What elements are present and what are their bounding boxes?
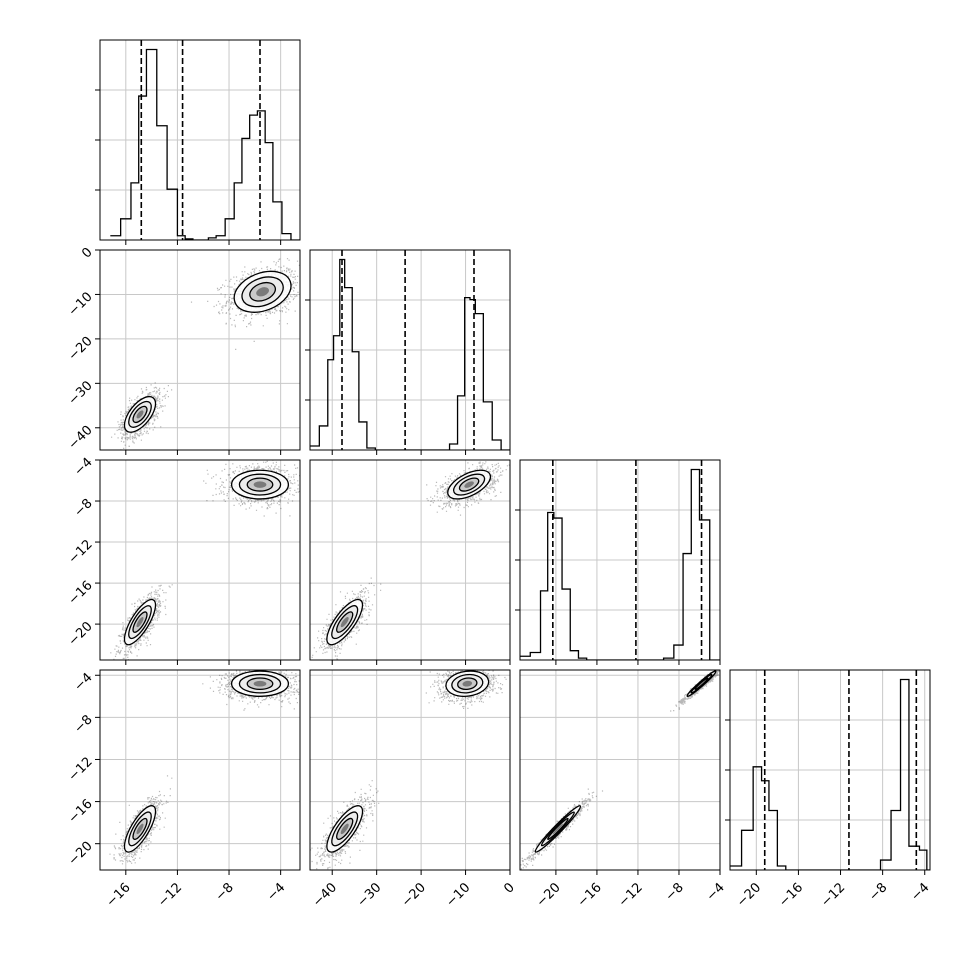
density-contour [552, 823, 563, 835]
x-tick-label: −12 [155, 880, 185, 910]
density-contour [340, 617, 349, 628]
panel-frame [309, 669, 511, 871]
x-tick-label: −4 [704, 880, 728, 904]
y-tick-label: −8 [71, 712, 95, 736]
density-contour [698, 680, 705, 687]
scatter-panel-2-1 [309, 459, 511, 665]
density-contour [253, 680, 267, 687]
y-tick-label: −20 [66, 334, 96, 364]
density-contour [136, 617, 144, 628]
y-tick-label: −20 [66, 839, 96, 869]
y-tick-label: −40 [66, 423, 96, 453]
panel-frame [99, 249, 301, 451]
density-contour [464, 481, 474, 488]
x-tick-label: −40 [310, 880, 340, 910]
y-tick-label: −4 [71, 670, 95, 694]
y-tick-label: −4 [71, 455, 95, 479]
x-tick-label: −20 [534, 880, 564, 910]
histogram-step-line [310, 258, 510, 450]
y-tick-label: −12 [66, 537, 96, 567]
y-tick-label: 0 [79, 245, 95, 261]
histogram-step-line [110, 48, 300, 240]
x-tick-label: −30 [354, 880, 384, 910]
x-tick-label: −4 [264, 880, 288, 904]
density-contour [462, 680, 473, 687]
panel-frame [99, 459, 301, 661]
x-tick-label: −16 [776, 880, 806, 910]
scatter-panel-1-0 [95, 249, 301, 455]
y-tick-label: −30 [66, 378, 96, 408]
x-tick-label: 0 [501, 880, 517, 896]
panel-frame [729, 669, 931, 871]
histogram-step-line [730, 678, 930, 870]
x-tick-label: −20 [399, 880, 429, 910]
histogram-panel-2 [515, 459, 721, 665]
panel-frame [309, 249, 511, 451]
density-contour [136, 823, 144, 835]
density-contour [256, 287, 269, 297]
x-tick-label: −8 [213, 880, 237, 904]
y-tick-label: −8 [71, 496, 95, 520]
x-tick-label: −8 [866, 880, 890, 904]
scatter-content [109, 670, 300, 865]
x-tick-label: −12 [616, 880, 646, 910]
x-tick-label: −8 [663, 880, 687, 904]
y-tick-label: −20 [66, 619, 96, 649]
scatter-panel-3-0 [95, 669, 301, 875]
density-contour [136, 410, 144, 419]
histogram-step-line [520, 468, 720, 660]
panel-frame [519, 669, 721, 871]
histogram-panel-0 [95, 39, 301, 245]
x-tick-label: −20 [734, 880, 764, 910]
scatter-panel-2-0 [95, 459, 301, 665]
x-tick-label: −10 [443, 880, 473, 910]
density-contour [253, 481, 267, 488]
histogram-panel-1 [305, 249, 511, 455]
x-tick-label: −12 [818, 880, 848, 910]
scatter-panel-3-1 [309, 669, 511, 875]
y-tick-label: −16 [66, 797, 96, 827]
panel-frame [99, 39, 301, 241]
x-tick-label: −16 [104, 880, 134, 910]
scatter-content [520, 670, 720, 870]
scatter-content [110, 460, 300, 660]
x-tick-label: −16 [575, 880, 605, 910]
scatter-content [311, 461, 510, 660]
panel-frame [309, 459, 511, 661]
scatter-panel-3-2 [519, 669, 721, 875]
x-tick-label: −4 [908, 880, 932, 904]
panel-frame [519, 459, 721, 661]
density-contour [340, 823, 349, 835]
scatter-content [111, 258, 300, 450]
y-tick-label: −16 [66, 578, 96, 608]
y-tick-label: −12 [66, 755, 96, 785]
panel-frame [99, 669, 301, 871]
scatter-content [310, 670, 507, 870]
histogram-panel-3 [725, 669, 931, 875]
y-tick-label: −10 [66, 289, 96, 319]
